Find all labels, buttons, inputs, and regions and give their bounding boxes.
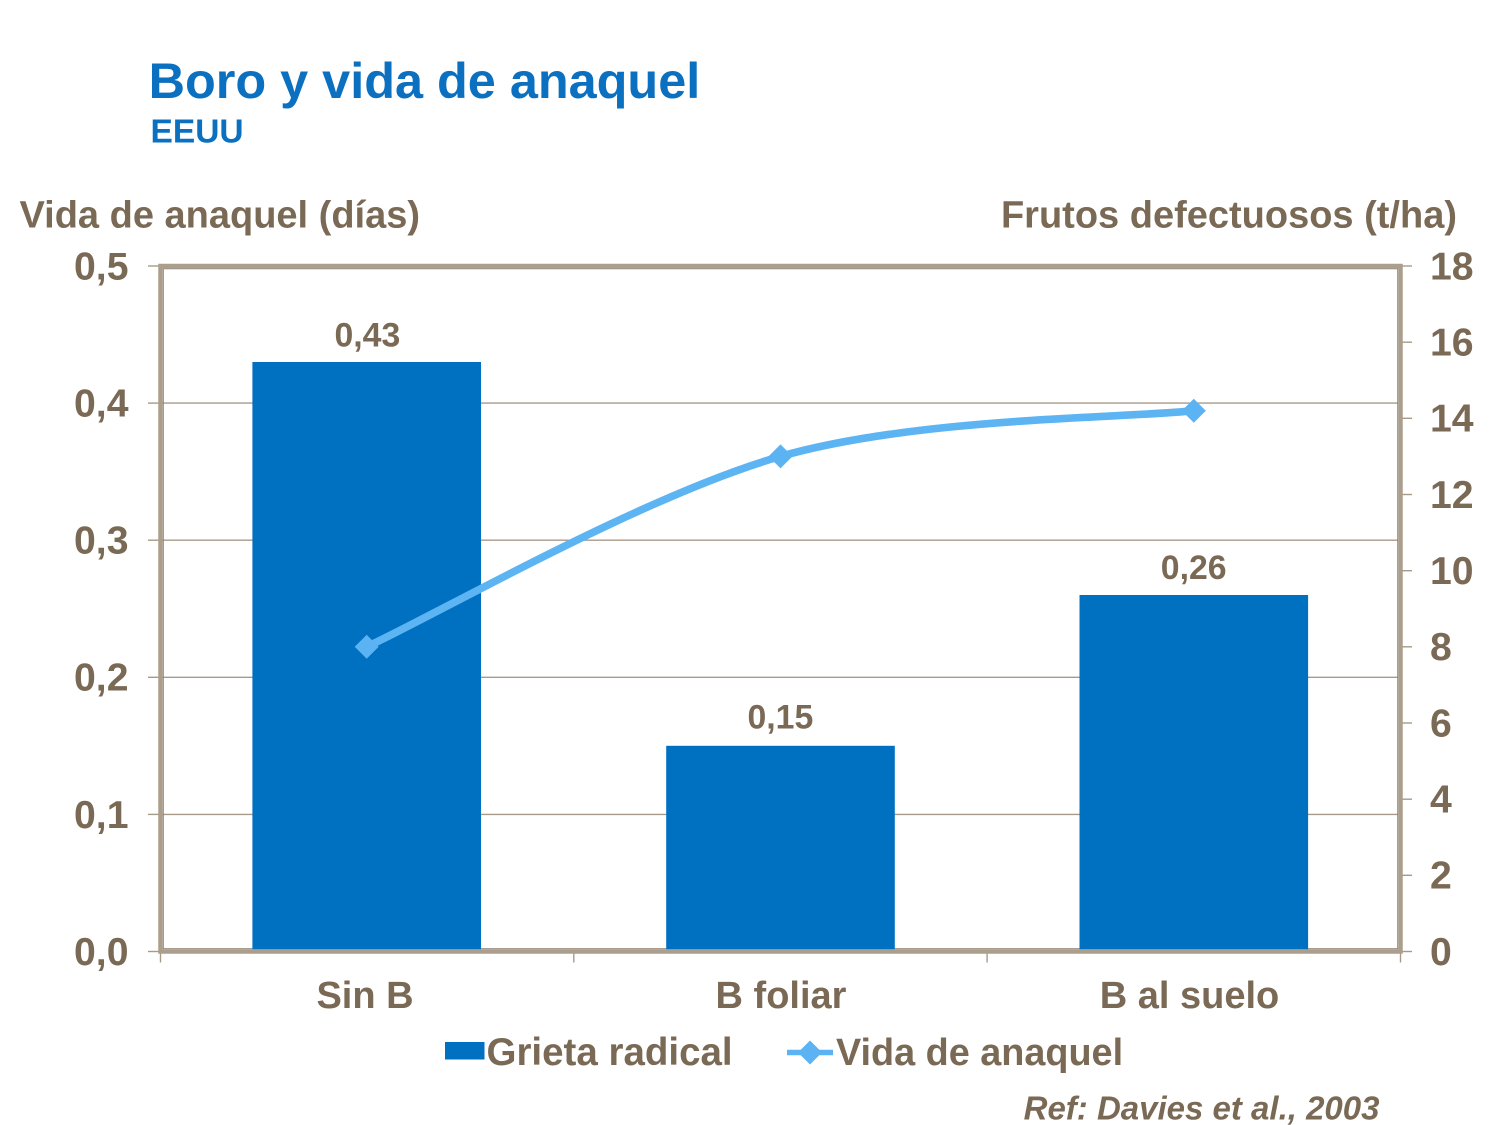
svg-text:2: 2 (1430, 855, 1452, 898)
svg-text:14: 14 (1430, 398, 1474, 441)
svg-text:Frutos defectuosos (t/ha): Frutos defectuosos (t/ha) (1001, 195, 1457, 237)
svg-text:16: 16 (1430, 322, 1474, 365)
svg-text:Vida de anaquel (días): Vida de anaquel (días) (20, 195, 421, 237)
svg-text:4: 4 (1430, 779, 1452, 822)
svg-text:0,0: 0,0 (74, 931, 128, 974)
svg-text:B al suelo: B al suelo (1100, 975, 1280, 1017)
svg-text:0,26: 0,26 (1161, 549, 1227, 587)
svg-text:EEUU: EEUU (151, 114, 244, 151)
svg-text:0,5: 0,5 (74, 245, 128, 288)
svg-text:0,3: 0,3 (74, 520, 128, 563)
svg-text:0: 0 (1430, 931, 1452, 974)
svg-text:Boro y vida de anaquel: Boro y vida de anaquel (149, 52, 701, 109)
svg-text:Ref: Davies et al., 2003: Ref: Davies et al., 2003 (1024, 1090, 1380, 1125)
svg-text:0,43: 0,43 (335, 316, 401, 354)
svg-text:10: 10 (1430, 550, 1474, 593)
svg-text:0,4: 0,4 (74, 383, 129, 426)
svg-text:Grieta radical: Grieta radical (487, 1031, 733, 1074)
svg-text:0,1: 0,1 (74, 794, 128, 837)
svg-text:8: 8 (1430, 626, 1452, 669)
svg-text:B foliar: B foliar (716, 975, 847, 1017)
svg-text:6: 6 (1430, 702, 1452, 745)
svg-text:Vida de anaquel: Vida de anaquel (836, 1032, 1123, 1074)
svg-text:18: 18 (1430, 245, 1474, 288)
svg-text:Sin B: Sin B (316, 975, 413, 1017)
svg-text:0,2: 0,2 (74, 657, 128, 700)
svg-text:12: 12 (1430, 474, 1474, 517)
svg-text:0,15: 0,15 (748, 699, 814, 737)
